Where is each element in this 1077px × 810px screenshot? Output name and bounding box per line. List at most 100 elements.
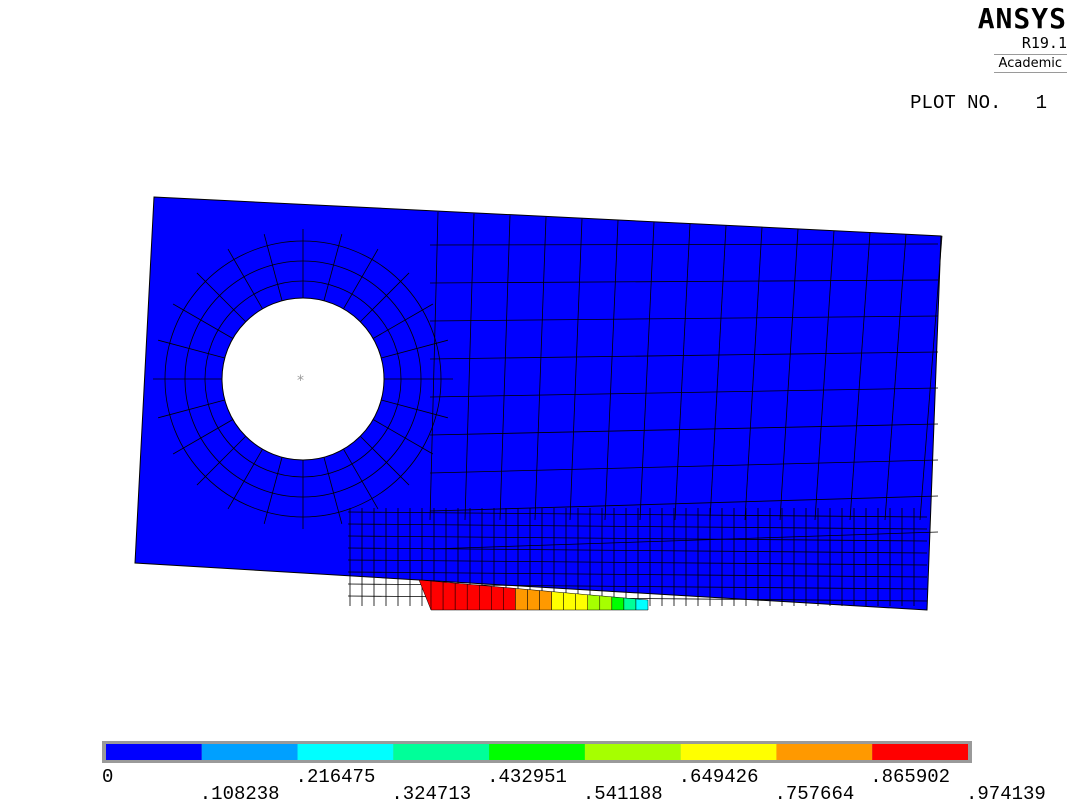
mesh-line [172,303,234,339]
legend-band [872,744,968,760]
mesh-line [347,571,928,578]
mesh-line [429,387,939,398]
contour-cell [587,594,601,611]
mesh-line [814,230,835,521]
contour-cell [503,587,516,611]
legend-tick-label: .324713 [391,783,472,805]
legend-band [201,744,298,760]
contour-cell [442,581,456,611]
mesh-line [204,280,402,478]
mesh-line [347,511,928,518]
mesh-line [569,218,583,521]
contour-cell [418,579,432,611]
mesh-line [359,435,410,486]
mesh-line [604,220,619,521]
mesh-line [709,225,727,521]
mesh-line [372,419,434,455]
plate-body [134,196,942,611]
mesh-line [639,222,655,521]
contour-cell [599,595,613,611]
mesh-line [674,223,691,521]
legend-tick-label: .432951 [487,766,567,788]
legend-tick-label: .649426 [678,766,759,788]
mesh-line [343,248,379,310]
mesh-line [372,303,434,339]
mesh-line [429,243,939,246]
contour-cell [479,584,492,611]
mesh-line [429,279,939,284]
plot-number: 1 [1035,92,1047,114]
mesh-line [343,448,379,510]
legend-tick-label: .541188 [582,783,663,805]
mesh-line [158,339,225,359]
contour-cell [454,582,468,611]
mesh-line [381,339,448,359]
contour-cell [527,589,540,611]
legend-band [106,744,202,760]
legend-bar [102,741,972,763]
legend-band [297,744,394,760]
contour-cell [611,596,625,611]
mesh-line [359,272,410,323]
contour-cell [539,590,552,611]
contour-cell [623,597,637,611]
contour-cell [551,591,564,611]
mesh-line [347,559,928,566]
mesh-line [227,448,263,510]
brand-name: ANSYS [977,2,1067,35]
mesh-line [919,235,943,521]
mesh-line [429,351,939,360]
legend-tick-label: .757664 [774,783,855,805]
mesh-line [381,399,448,419]
mesh-line [347,547,928,554]
mesh-line [184,260,422,498]
ansys-logo: ANSYS R19.1 Academic [978,4,1067,73]
mesh-line [158,399,225,419]
contour-cell [563,592,576,611]
mesh-line [779,228,799,521]
mesh-line [429,495,939,512]
legend-band [393,744,490,760]
mesh-line [429,211,439,521]
mesh-line [429,423,939,436]
mesh-line [196,435,247,486]
mesh-line [429,315,939,322]
contour-cell [491,586,504,611]
legend-tick-label: .974139 [966,783,1046,805]
plot-number-label: PLOT NO. 1 [910,92,1047,114]
contour-cell [430,580,444,611]
legend-band [776,744,873,760]
mesh-line [534,217,547,521]
mesh-line [429,459,939,474]
brand-version: R19.1 [1021,34,1067,52]
legend-band [680,744,777,760]
mesh-line [464,213,475,521]
mesh-line [263,234,283,301]
mesh-line [164,240,442,518]
brand-edition: Academic [993,54,1067,73]
mesh-line [172,419,234,455]
contour-cell [466,583,480,611]
mesh-line [347,535,928,542]
mesh-line [884,234,907,521]
mesh-line [323,234,343,301]
mesh-line [263,457,283,524]
mesh-line [227,248,263,310]
hole-center-marker: * [297,373,304,389]
legend-tick-label: .865902 [870,766,951,788]
mesh-line [196,272,247,323]
legend-band [584,744,681,760]
legend-band [489,744,585,760]
mesh-line [499,215,511,521]
mesh-line [429,531,939,550]
legend-tick-label: 0 [102,766,114,788]
mesh-line [323,457,343,524]
contour-cell [575,593,588,611]
mesh-lines [153,211,943,606]
legend-tick-label: .108238 [199,783,280,805]
contact-zone [418,579,649,611]
contour-cell [635,598,649,611]
mesh-line [744,227,763,521]
contour-cell [515,588,528,611]
